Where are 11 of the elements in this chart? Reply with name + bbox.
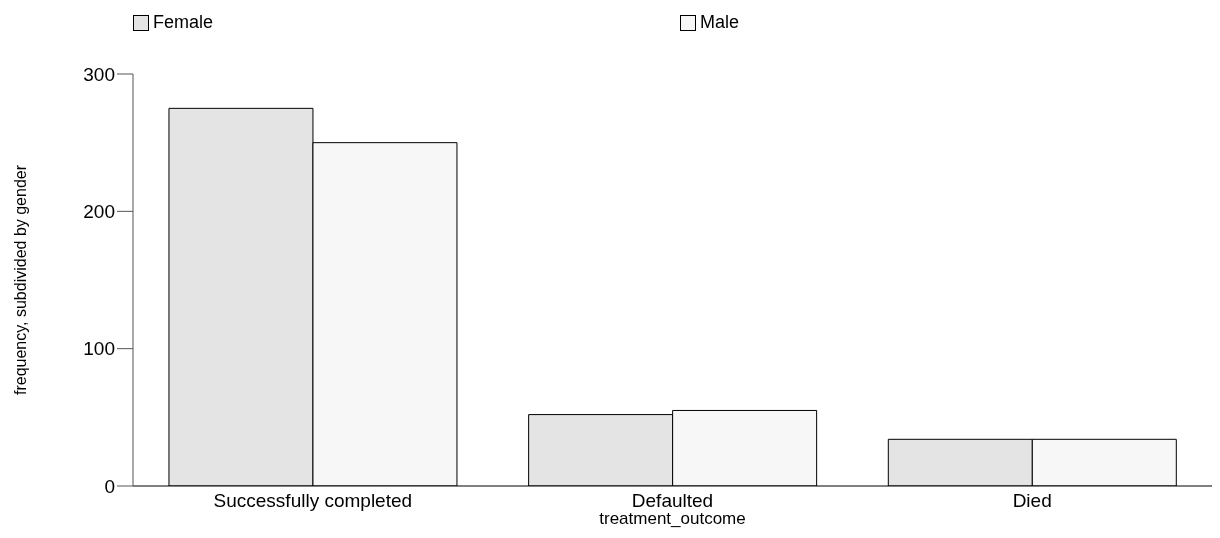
y-axis-title: frequency, subdivided by gender [11,164,29,396]
x-axis-title: treatment_outcome [599,509,746,528]
legend-label: Male [700,12,740,33]
y-tick-label: 100 [83,338,115,360]
y-tick-label: 300 [83,63,115,85]
x-tick-label: Successfully completed [213,490,413,512]
x-tick-label: Died [1012,490,1052,512]
legend-label: Female [153,12,214,33]
y-tick-label: 0 [104,475,115,497]
y-tick-label: 200 [83,201,115,223]
x-tick-label: Defaulted [631,490,714,512]
